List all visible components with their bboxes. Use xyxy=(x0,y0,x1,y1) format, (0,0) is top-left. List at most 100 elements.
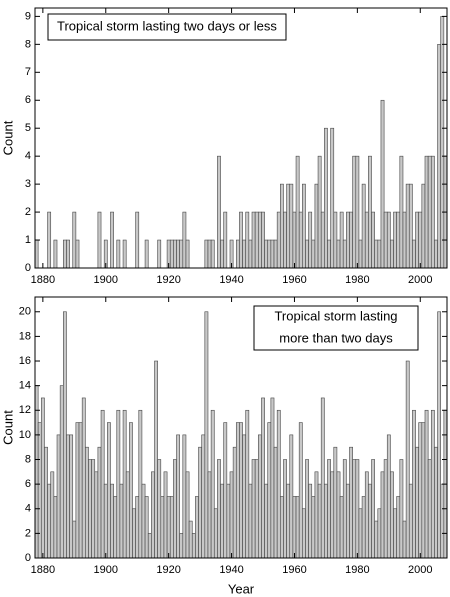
x-tick-label: 1960 xyxy=(282,274,306,286)
bar xyxy=(135,211,140,269)
x-tick-label: 1900 xyxy=(94,274,118,286)
bar xyxy=(380,471,385,559)
bar xyxy=(286,183,291,269)
y-tick-label: 8 xyxy=(25,38,31,50)
bar xyxy=(361,496,366,559)
bar xyxy=(371,459,375,559)
y-tick-label: 5 xyxy=(25,122,31,134)
bar xyxy=(320,397,325,559)
bar xyxy=(220,483,225,559)
bar xyxy=(440,16,445,269)
bar xyxy=(116,239,121,269)
y-tick-label: 12 xyxy=(19,404,31,416)
x-tick-label: 1880 xyxy=(31,274,55,286)
bar xyxy=(91,459,96,559)
bar xyxy=(283,459,287,559)
bar xyxy=(248,483,253,559)
bar xyxy=(204,311,209,559)
bar xyxy=(138,409,143,559)
y-axis-label: Count xyxy=(0,410,15,445)
bar xyxy=(78,422,83,559)
bar xyxy=(386,434,391,559)
bar xyxy=(201,434,206,559)
bar xyxy=(116,409,121,559)
bar xyxy=(380,99,385,269)
bar xyxy=(97,446,102,559)
bar xyxy=(66,239,70,269)
x-tick-label: 1980 xyxy=(345,564,369,576)
bar xyxy=(185,239,190,269)
bar xyxy=(412,409,416,559)
y-tick-label: 2 xyxy=(25,206,31,218)
bar xyxy=(346,483,350,559)
bar xyxy=(198,446,202,559)
x-tick-label: 1940 xyxy=(219,564,243,576)
bar xyxy=(430,409,435,559)
bar xyxy=(210,409,215,559)
y-tick-label: 1 xyxy=(25,234,31,246)
panel: 0 1 2 3 4 5 6 7 8 9 1880 1900 1920 1940 1960 1980 2000 Co… xyxy=(0,7,448,286)
y-tick-label: 6 xyxy=(25,478,31,490)
y-axis-label: Count xyxy=(0,120,15,155)
bar xyxy=(302,183,306,269)
bar xyxy=(434,446,438,559)
bar xyxy=(254,459,259,559)
bar xyxy=(254,211,259,269)
bar xyxy=(286,483,291,559)
y-tick-label: 20 xyxy=(19,306,31,318)
x-tick-label: 1940 xyxy=(219,274,243,286)
panel: 0 2 4 6 8 10 12 14 16 18 20 1880 1900 1920 1940 1960 198… xyxy=(0,296,448,596)
bar xyxy=(110,211,114,269)
bar xyxy=(346,211,350,269)
bar xyxy=(103,483,108,559)
bar xyxy=(235,422,240,559)
bar xyxy=(157,239,162,269)
bar xyxy=(330,471,335,559)
bar xyxy=(166,496,171,559)
bar xyxy=(437,44,442,269)
bar xyxy=(69,434,74,559)
bar xyxy=(355,459,360,559)
bar xyxy=(135,496,140,559)
bar xyxy=(191,533,196,559)
annotation: Tropical storm lasting two days or less xyxy=(57,18,277,33)
x-tick-label: 1920 xyxy=(156,564,180,576)
bar xyxy=(421,183,426,269)
bar xyxy=(408,183,413,269)
bar xyxy=(173,239,177,269)
bar xyxy=(176,239,180,269)
bar xyxy=(59,385,64,559)
bar xyxy=(239,211,243,269)
bar xyxy=(267,422,272,559)
bar xyxy=(352,155,357,269)
bar xyxy=(75,239,80,269)
y-tick-label: 4 xyxy=(25,503,31,515)
bar xyxy=(50,471,55,559)
x-tick-label: 2000 xyxy=(408,274,432,286)
x-tick-label: 1900 xyxy=(94,564,118,576)
bar xyxy=(267,239,272,269)
bar xyxy=(129,422,133,559)
bar xyxy=(63,239,67,269)
bar xyxy=(144,239,149,269)
bar xyxy=(37,422,42,559)
bar xyxy=(314,183,319,269)
annotation-box xyxy=(253,305,419,351)
bar xyxy=(355,155,360,269)
bar xyxy=(169,239,174,269)
bar xyxy=(157,459,162,559)
y-tick-label: 14 xyxy=(19,380,31,392)
bar xyxy=(257,211,262,269)
bar xyxy=(336,471,341,559)
bar xyxy=(374,239,379,269)
bar xyxy=(390,471,394,559)
bar xyxy=(393,211,397,269)
bar xyxy=(235,239,240,269)
bar xyxy=(110,483,114,559)
bar xyxy=(308,211,313,269)
x-tick-label: 1960 xyxy=(282,564,306,576)
bar xyxy=(147,533,152,559)
bar xyxy=(185,471,190,559)
bar xyxy=(383,459,388,559)
